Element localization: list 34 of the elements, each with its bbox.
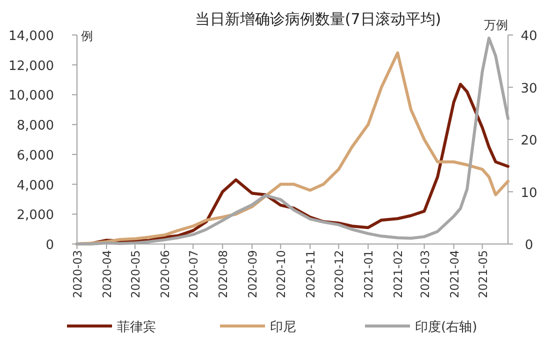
x-tick-label: 2020-06 [158, 250, 172, 298]
legend-label: 印度(右轴) [415, 319, 478, 335]
x-tick-label: 2020-07 [186, 250, 201, 298]
y2-tick-label: 20 [520, 134, 538, 148]
x-tick-label: 2020-11 [304, 250, 318, 298]
y-tick-label: 2,000 [16, 208, 54, 224]
x-tick-label: 2020-12 [332, 250, 346, 298]
y-tick-label: 12,000 [8, 58, 54, 74]
x-tick-label: 2020-04 [100, 250, 114, 298]
y2-axis-title: 万例 [484, 18, 508, 32]
x-tick-label: 2021-01 [362, 250, 376, 298]
x-tick-label: 2020-08 [216, 250, 230, 298]
y-tick-label: 4,000 [16, 178, 54, 194]
y-tick-label: 10,000 [8, 88, 54, 104]
x-tick-label: 2021-05 [476, 250, 490, 298]
y-tick-label: 14,000 [8, 29, 54, 44]
x-tick-label: 2021-03 [418, 250, 432, 298]
y2-tick-label: 40 [520, 29, 538, 44]
y-tick-label: 0 [46, 238, 54, 253]
x-tick-label: 2021-02 [391, 250, 406, 298]
y-tick-label: 8,000 [16, 118, 54, 134]
x-tick-label: 2020-05 [128, 250, 143, 298]
y2-tick-label: 10 [520, 186, 538, 201]
x-tick-label: 2020-10 [274, 250, 288, 298]
legend-label: 印尼 [270, 320, 296, 335]
y-tick-label: 6,000 [16, 148, 54, 164]
y2-tick-label: 30 [520, 81, 538, 96]
chart-title: 当日新增确诊病例数量(7日滚动平均) [194, 10, 442, 28]
y-axis-title: 例 [81, 29, 93, 43]
x-tick-label: 2020-09 [246, 250, 260, 298]
legend-label: 菲律宾 [117, 319, 156, 335]
x-tick-label: 2021-04 [447, 250, 462, 298]
x-tick-label: 2020-03 [70, 250, 84, 298]
y2-tick-label: 0 [524, 238, 534, 253]
